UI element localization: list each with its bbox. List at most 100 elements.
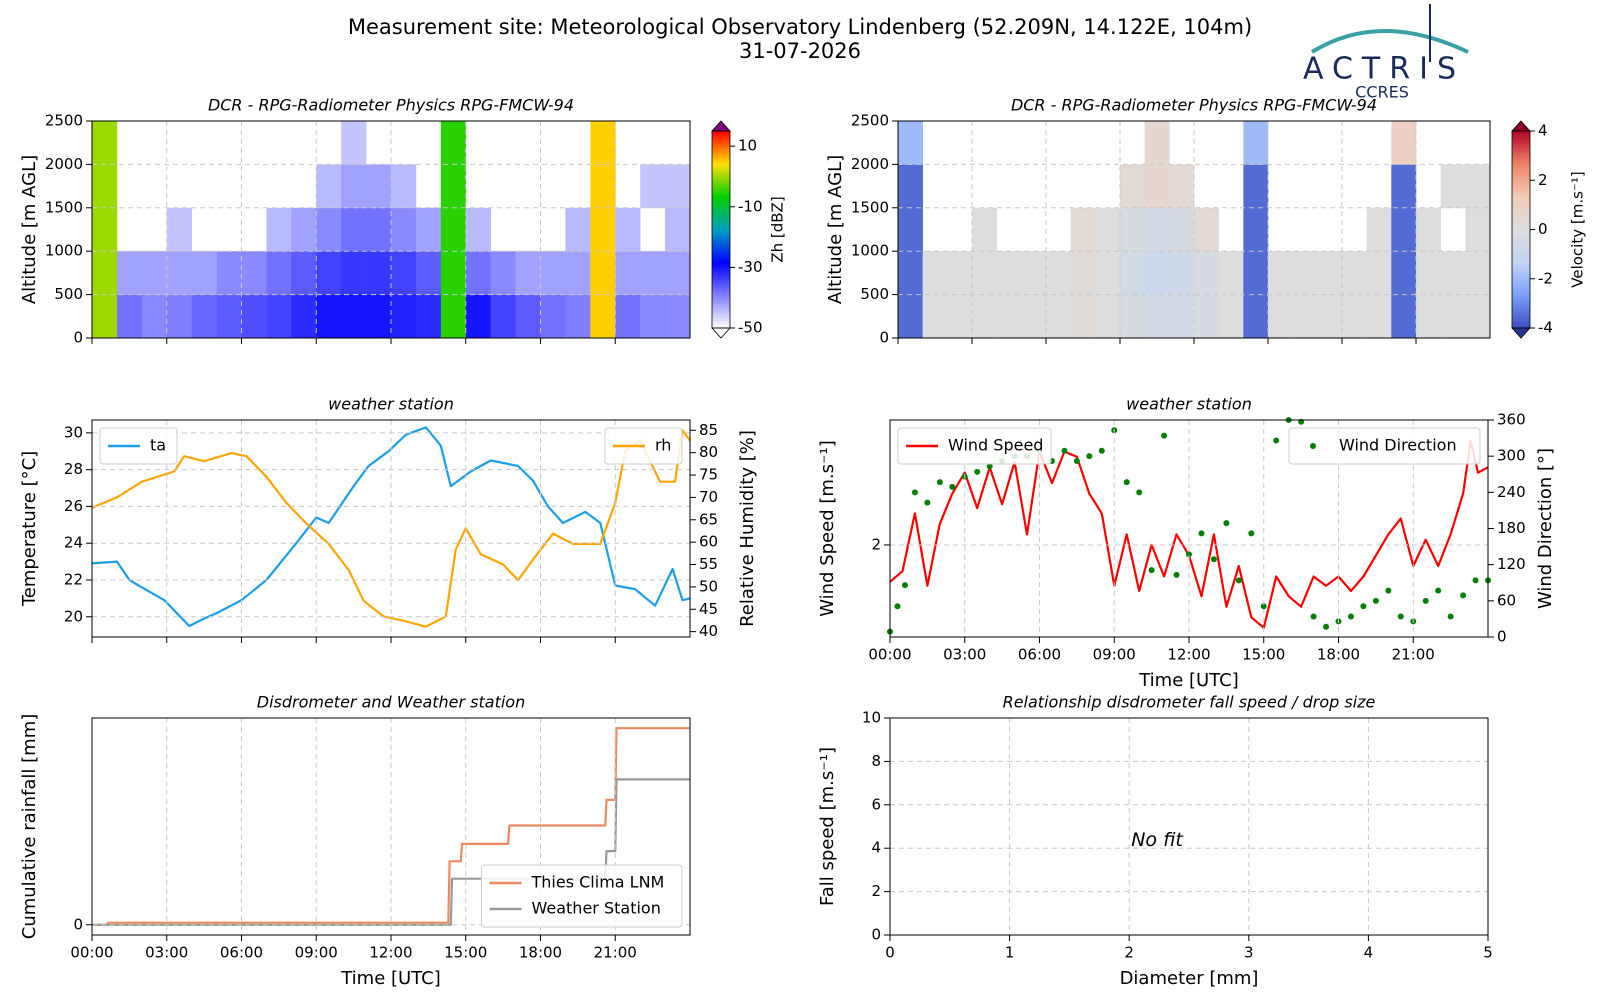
colorbar-segment bbox=[712, 167, 730, 171]
heatmap-cell bbox=[1194, 251, 1219, 295]
heatmap-cell bbox=[415, 207, 442, 252]
colorbar-segment bbox=[712, 133, 730, 137]
y-tick-label: 2 bbox=[871, 882, 881, 900]
heatmap-cell bbox=[92, 251, 118, 295]
heatmap-cell bbox=[615, 251, 641, 295]
y-axis-label: Cumulative rainfall [mm] bbox=[19, 714, 40, 940]
colorbar-extend bbox=[711, 327, 731, 339]
heatmap-cell bbox=[391, 251, 417, 295]
heatmap-cell bbox=[166, 294, 192, 339]
x-tick-label: 21:00 bbox=[594, 944, 637, 962]
colorbar-segment bbox=[1512, 313, 1530, 317]
legend-label: Wind Speed bbox=[948, 436, 1043, 455]
colorbar-segment bbox=[1512, 231, 1530, 235]
heatmap-cell bbox=[341, 164, 367, 209]
colorbar-segment bbox=[712, 180, 730, 184]
colorbar-segment bbox=[712, 303, 730, 307]
heatmap-cell bbox=[540, 294, 566, 339]
legend-box bbox=[481, 864, 683, 928]
colorbar-segment bbox=[1512, 241, 1530, 245]
heatmap-cell bbox=[490, 294, 516, 339]
colorbar-segment bbox=[1512, 150, 1530, 154]
y-tick-label: 500 bbox=[54, 285, 83, 303]
colorbar-segment bbox=[712, 323, 730, 327]
heatmap-cell bbox=[1243, 121, 1269, 165]
colorbar-segment bbox=[712, 212, 730, 216]
heatmap-cell bbox=[1342, 294, 1367, 339]
colorbar-segment bbox=[1512, 244, 1530, 248]
heatmap-cell bbox=[590, 121, 616, 165]
heatmap-cell bbox=[1021, 251, 1047, 295]
heatmap-cell bbox=[316, 164, 342, 209]
y2-tick-label: 120 bbox=[1497, 555, 1526, 573]
y2-tick-label: 70 bbox=[699, 488, 718, 506]
colorbar-segment bbox=[1512, 207, 1530, 211]
x-tick-label: 12:00 bbox=[369, 944, 412, 962]
heatmap-cell bbox=[972, 294, 997, 339]
data-line bbox=[91, 429, 691, 628]
colorbar-tick-label: 0 bbox=[1538, 220, 1548, 238]
heatmap-cell bbox=[490, 251, 516, 295]
colorbar-segment bbox=[712, 143, 730, 147]
colorbar-segment bbox=[1512, 224, 1530, 228]
colorbar-segment bbox=[712, 145, 730, 149]
y-tick-label: 22 bbox=[64, 570, 83, 588]
colorbar-segment bbox=[1512, 310, 1530, 314]
colorbar-segment bbox=[1512, 140, 1530, 144]
x-tick-label: 06:00 bbox=[1018, 646, 1061, 664]
legend-label: Wind Direction bbox=[1339, 436, 1457, 455]
colorbar-segment bbox=[1512, 259, 1530, 263]
y2-tick-label: 75 bbox=[699, 466, 718, 484]
chart-title: weather station bbox=[328, 395, 454, 414]
colorbar-segment bbox=[1512, 283, 1530, 287]
heatmap-cell bbox=[1169, 294, 1195, 339]
colorbar-segment bbox=[712, 227, 730, 230]
data-point bbox=[1273, 437, 1280, 444]
colorbar-segment bbox=[1512, 263, 1530, 267]
colorbar-segment bbox=[712, 182, 730, 186]
heatmap-cell bbox=[640, 251, 666, 295]
heatmap-cell bbox=[316, 207, 342, 252]
colorbar-segment bbox=[1512, 234, 1530, 238]
colorbar-segment bbox=[712, 295, 730, 299]
heatmap-cell bbox=[615, 207, 641, 252]
chart-title: DCR - RPG-Radiometer Physics RPG-FMCW-94 bbox=[1011, 96, 1377, 115]
heatmap-cell bbox=[1144, 164, 1170, 209]
heatmap-cell bbox=[1440, 294, 1466, 339]
heatmap-cell bbox=[341, 294, 367, 339]
colorbar-segment bbox=[712, 214, 730, 218]
heatmap-cell bbox=[92, 121, 118, 165]
colorbar-tick-label: 10 bbox=[738, 137, 757, 155]
colorbar-segment bbox=[1512, 153, 1530, 157]
x-axis-label: Time [UTC] bbox=[1138, 670, 1239, 691]
colorbar-segment bbox=[1512, 293, 1530, 297]
y2-tick-label: 65 bbox=[699, 510, 718, 528]
colorbar-segment bbox=[1512, 190, 1530, 194]
x-tick-label: 09:00 bbox=[1093, 646, 1136, 664]
data-point bbox=[911, 489, 918, 496]
colorbar-tick-label: -30 bbox=[738, 258, 763, 276]
colorbar-segment bbox=[712, 259, 730, 263]
colorbar-segment bbox=[1512, 167, 1530, 171]
colorbar-segment bbox=[1512, 182, 1530, 186]
y-tick-label: 20 bbox=[64, 607, 83, 625]
heatmap-cell bbox=[1194, 294, 1219, 339]
colorbar-segment bbox=[712, 236, 730, 240]
colorbar-segment bbox=[1512, 135, 1530, 139]
heatmap-cell bbox=[166, 207, 192, 252]
colorbar-segment bbox=[712, 286, 730, 290]
colorbar-segment bbox=[712, 268, 730, 272]
heatmap-cell bbox=[1243, 207, 1269, 252]
colorbar-segment bbox=[1512, 138, 1530, 142]
heatmap-cell bbox=[116, 294, 143, 339]
heatmap-cell bbox=[1342, 251, 1367, 295]
heatmap-cell bbox=[1465, 164, 1491, 209]
colorbar-segment bbox=[1512, 251, 1530, 255]
heatmap-cell bbox=[1268, 251, 1293, 295]
y-tick-label: 26 bbox=[64, 497, 83, 515]
heatmap-cell bbox=[92, 207, 118, 252]
colorbar-segment bbox=[1512, 318, 1530, 322]
data-point bbox=[1472, 577, 1479, 584]
colorbar-segment bbox=[712, 229, 730, 233]
data-point bbox=[1210, 556, 1217, 563]
